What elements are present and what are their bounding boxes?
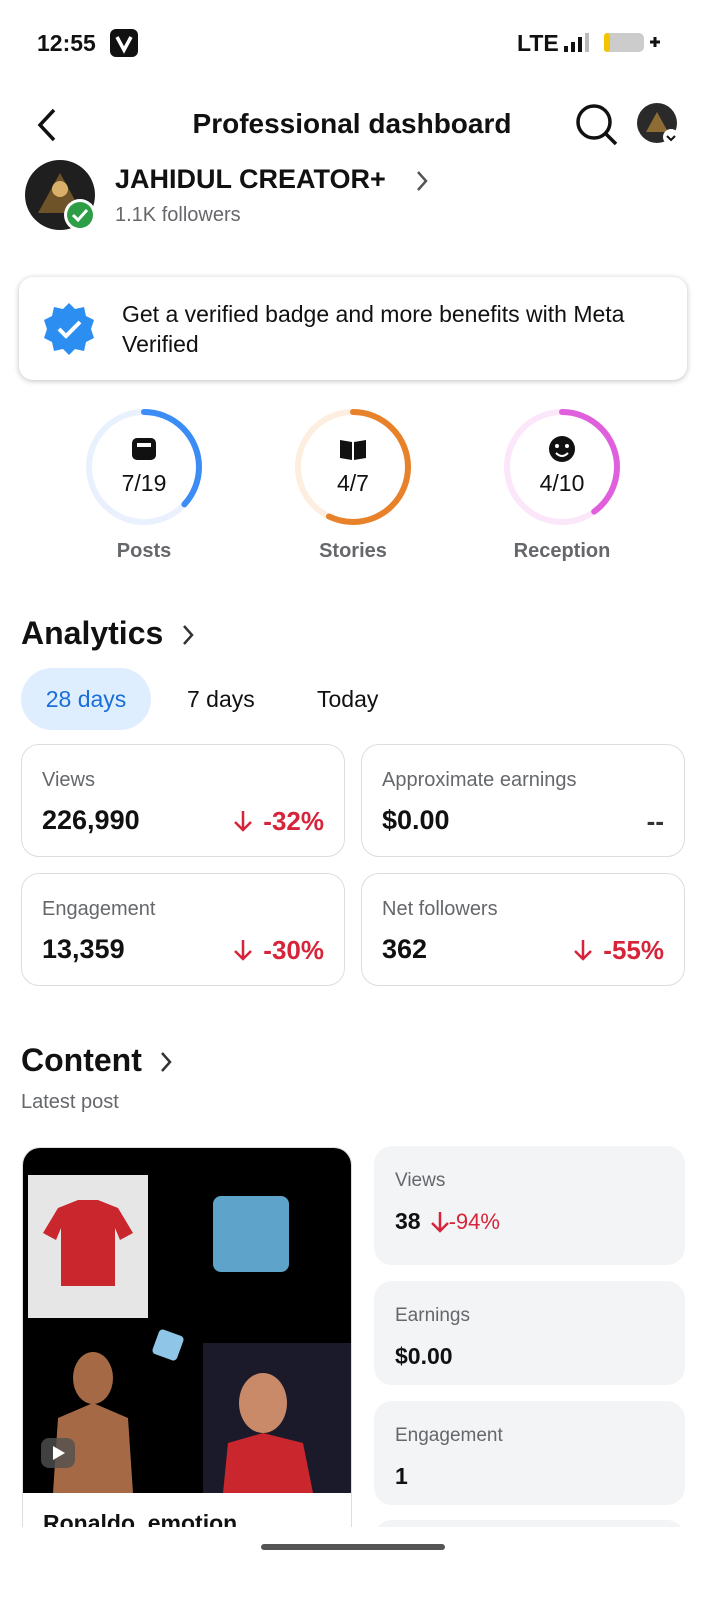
goal-icon (549, 436, 575, 462)
post-stat-value: $0.00 (395, 1343, 453, 1369)
post-stat-card: Views 38 -94% (374, 1146, 685, 1265)
post-title: Ronaldo, emotion (43, 1510, 238, 1527)
arrow-shape (234, 811, 252, 832)
ring-progress (295, 409, 411, 525)
icon-shape (555, 452, 569, 457)
network-label: LTE (517, 30, 559, 56)
icon-shape (340, 440, 366, 460)
arrow-shape (430, 1212, 449, 1233)
arrow-shape (574, 940, 592, 961)
metric-label: Views (42, 769, 95, 791)
down-arrow (430, 1212, 449, 1233)
post-thumbnail (23, 1148, 351, 1493)
section-title[interactable]: Analytics (21, 615, 164, 651)
metric-change: -55% (603, 935, 664, 965)
metric-card[interactable]: Engagement 13,359 -30% (21, 873, 345, 986)
verified-badge-icon (44, 303, 94, 355)
search-button[interactable] (574, 102, 620, 148)
icon-shape (549, 436, 575, 462)
down-arrow (234, 940, 252, 961)
metric-change: -30% (263, 935, 324, 965)
post-stat-card (374, 1520, 685, 1527)
banner-text: Get a verified badge and more benefits w… (122, 301, 625, 357)
arrow-shape (234, 940, 252, 961)
followers: 1.1K followers (115, 204, 241, 226)
goal-label[interactable]: Reception (513, 540, 611, 562)
home-indicator[interactable] (261, 1544, 445, 1550)
metric-label: Approximate earnings (382, 769, 577, 791)
icon-shape (565, 444, 569, 448)
post-stat-value: 38 (395, 1208, 421, 1234)
metric-value: $0.00 (382, 805, 450, 835)
down-arrow (234, 811, 252, 832)
down-arrow (574, 940, 592, 961)
metric-value: 13,359 (42, 934, 125, 964)
content-area: Ronaldo, emotion Views 38 -94% Earnings $0.0… (0, 1140, 720, 1527)
section-title[interactable]: Content (21, 1042, 142, 1078)
goal-icon (340, 440, 366, 460)
icon-shape (132, 438, 156, 460)
goal-icon (132, 438, 156, 460)
chevron (417, 171, 428, 191)
post-card[interactable]: Ronaldo, emotion (22, 1147, 352, 1527)
post-stat-label: Views (395, 1170, 446, 1191)
chevron (183, 625, 194, 645)
post-stat-change: -94% (448, 1209, 500, 1234)
icon-shape (555, 444, 559, 448)
goal-value: 4/10 (539, 470, 585, 496)
goal-value: 4/7 (337, 470, 369, 496)
account-switcher[interactable] (636, 102, 682, 148)
metric-label: Net followers (382, 898, 498, 920)
status-icons (564, 33, 660, 52)
tab[interactable]: 7 days (187, 686, 255, 712)
metric-card[interactable]: Approximate earnings $0.00 -- (361, 744, 685, 857)
app-icon (110, 29, 138, 57)
metric-change: -- (646, 806, 664, 836)
ring-progress (86, 409, 202, 525)
ring-progress (504, 409, 620, 525)
metric-value: 226,990 (42, 805, 140, 835)
metric-card[interactable]: Views 226,990 -32% (21, 744, 345, 857)
post-stat-value: 1 (395, 1463, 408, 1489)
goal-ring (295, 409, 411, 525)
tab[interactable]: 28 days (21, 668, 151, 730)
profile-name[interactable]: JAHIDUL CREATOR+ (115, 164, 386, 194)
goal-label[interactable]: Stories (319, 540, 387, 562)
section-subtitle: Latest post (21, 1091, 119, 1113)
metric-change: -32% (263, 806, 324, 836)
status-time: 12:55 (37, 30, 96, 56)
post-stat-card: Engagement 1 (374, 1401, 685, 1505)
goal-label[interactable]: Posts (116, 540, 172, 562)
verified-banner[interactable]: Get a verified badge and more benefits w… (19, 277, 687, 380)
metric-card[interactable]: Net followers 362 -55% (361, 873, 685, 986)
metric-label: Engagement (42, 898, 156, 920)
post-stat-card: Earnings $0.00 (374, 1281, 685, 1385)
goal-value: 7/19 (121, 470, 167, 496)
post-stat-label: Engagement (395, 1425, 503, 1446)
icon-shape (137, 443, 151, 447)
goal-ring (504, 409, 620, 525)
profile-avatar[interactable] (24, 159, 100, 235)
chevron (161, 1052, 172, 1072)
post-stat-label: Earnings (395, 1305, 470, 1326)
metric-value: 362 (382, 934, 428, 964)
page-title: Professional dashboard (192, 108, 512, 139)
goal-ring (86, 409, 202, 525)
back-button[interactable] (32, 106, 62, 144)
tab[interactable]: Today (317, 686, 379, 712)
